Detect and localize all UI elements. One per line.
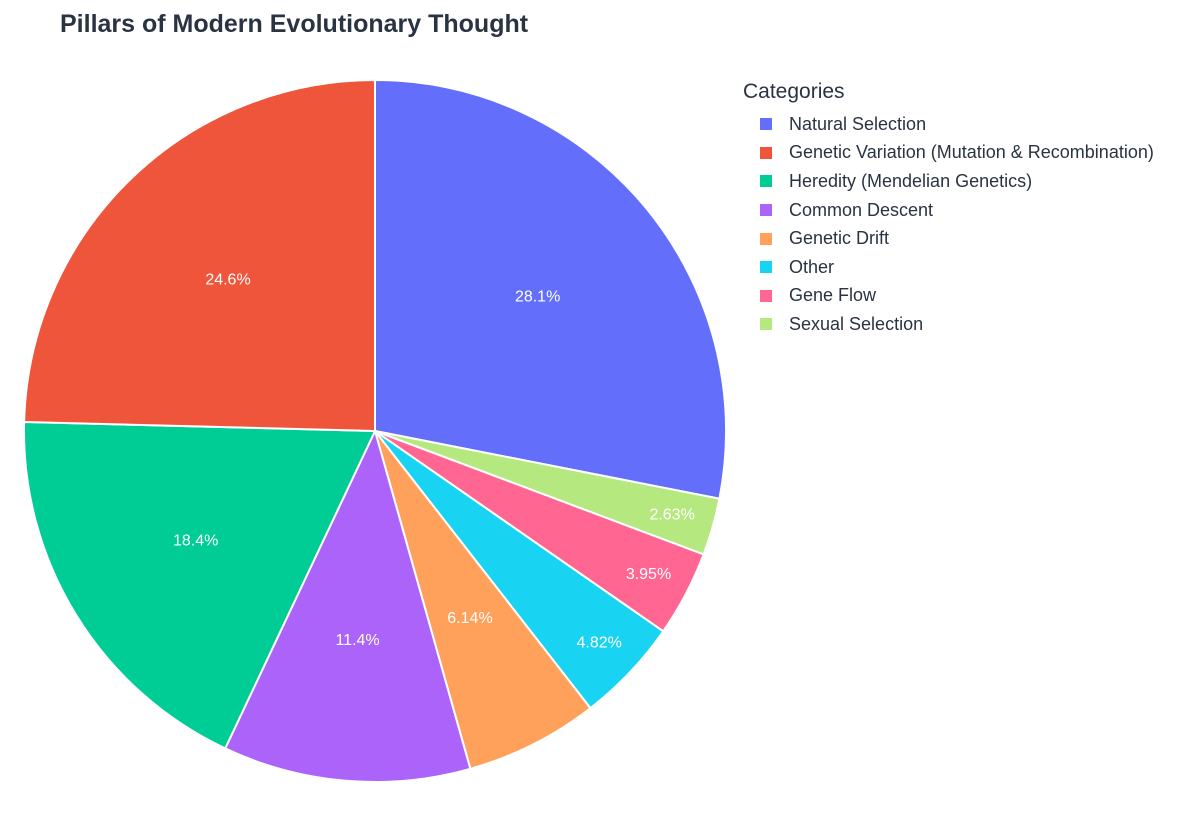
legend-swatch (760, 118, 772, 131)
slice-label-sexual-selection: 2.63% (649, 507, 694, 524)
legend-item-gene-flow[interactable]: Gene Flow (743, 282, 1154, 311)
legend-item-sexual-selection[interactable]: Sexual Selection (743, 310, 1154, 339)
legend-label: Sexual Selection (789, 313, 924, 334)
pie-slices (23, 78, 727, 783)
legend-label: Gene Flow (789, 285, 877, 306)
legend-item-genetic-variation-mutation-recombination[interactable]: Genetic Variation (Mutation & Recombinat… (743, 139, 1154, 168)
slice-label-genetic-variation-mutation-recombination: 24.6% (205, 271, 250, 288)
legend-label: Heredity (Mendelian Genetics) (789, 170, 1033, 191)
pie-slice-heredity-mendelian-genetics[interactable] (23, 420, 377, 750)
pie-slice-genetic-variation-mutation-recombination[interactable] (23, 78, 376, 433)
legend-label: Genetic Drift (789, 228, 890, 249)
legend-item-genetic-drift[interactable]: Genetic Drift (743, 224, 1154, 253)
legend-swatch (760, 318, 772, 331)
legend-label: Genetic Variation (Mutation & Recombinat… (789, 142, 1154, 163)
slice-label-natural-selection: 28.1% (515, 288, 560, 305)
slice-label-common-descent: 11.4% (335, 632, 379, 649)
legend-list: Natural Selection Genetic Variation (Muta… (743, 110, 1154, 339)
legend-swatch (760, 261, 772, 274)
legend-swatch (760, 204, 772, 217)
legend-item-heredity-mendelian-genetics[interactable]: Heredity (Mendelian Genetics) (743, 167, 1154, 196)
legend-title: Categories (743, 80, 845, 103)
slice-label-heredity-mendelian-genetics: 18.4% (173, 533, 218, 550)
slice-label-genetic-drift: 6.14% (447, 610, 492, 627)
chart-title: Pillars of Modern Evolutionary Thought (60, 10, 529, 38)
pie-slice-genetic-drift[interactable] (374, 430, 592, 771)
legend-item-other[interactable]: Other (743, 253, 1154, 282)
legend-swatch (760, 232, 772, 245)
legend-label: Common Descent (789, 199, 934, 220)
legend-item-common-descent[interactable]: Common Descent (743, 196, 1154, 225)
pie-slice-common-descent[interactable] (223, 428, 472, 783)
pie-slice-natural-selection[interactable] (374, 78, 727, 500)
legend-label: Natural Selection (789, 113, 927, 134)
slice-label-gene-flow: 3.95% (626, 566, 671, 583)
legend: Categories Natural Selection Genetic Vari… (743, 80, 1154, 339)
legend-swatch (760, 289, 772, 302)
pie-chart: 28.1% 2.63% 3.95% 4.82% 6.14% 11.4% 18.4% 24.6% (23, 78, 727, 783)
pie-slice-labels: 28.1% 2.63% 3.95% 4.82% 6.14% 11.4% 18.4% 24.6% (173, 271, 695, 651)
legend-label: Other (789, 256, 835, 277)
legend-swatch (760, 175, 772, 188)
legend-swatch (760, 146, 772, 159)
slice-label-other: 4.82% (576, 635, 621, 652)
legend-item-natural-selection[interactable]: Natural Selection (743, 110, 1154, 139)
